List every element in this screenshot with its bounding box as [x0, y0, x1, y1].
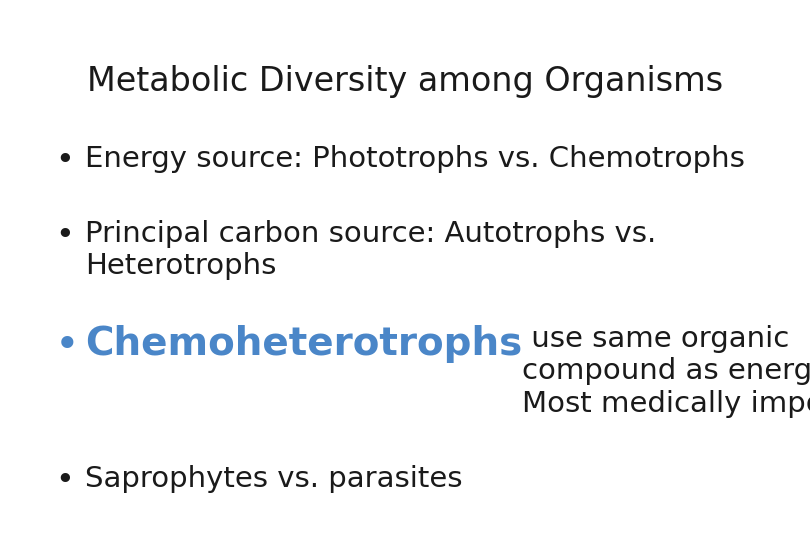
Text: •: • — [55, 145, 74, 176]
Text: Principal carbon source: Autotrophs vs.
Heterotrophs: Principal carbon source: Autotrophs vs. … — [85, 220, 656, 280]
Text: •: • — [55, 325, 79, 367]
Text: •: • — [55, 220, 74, 251]
Text: Chemoheterotrophs: Chemoheterotrophs — [85, 325, 522, 363]
Text: Saprophytes vs. parasites: Saprophytes vs. parasites — [85, 465, 463, 493]
Text: •: • — [55, 465, 74, 496]
Text: Energy source: Phototrophs vs. Chemotrophs: Energy source: Phototrophs vs. Chemotrop… — [85, 145, 745, 173]
Text: Metabolic Diversity among Organisms: Metabolic Diversity among Organisms — [87, 65, 723, 98]
Text: use same organic
compound as energy source and carbon source.
Most medically imp: use same organic compound as energy sour… — [522, 325, 810, 418]
